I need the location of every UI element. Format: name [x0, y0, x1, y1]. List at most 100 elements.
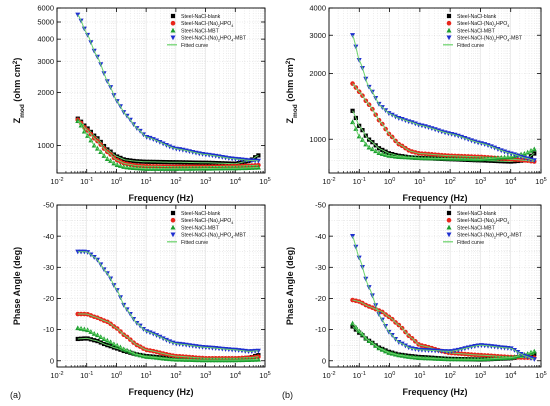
- x-axis-title: Frequency (Hz): [128, 387, 193, 397]
- data-point: [350, 119, 356, 125]
- data-point: [75, 325, 81, 331]
- legend-label: Steel-NaCl-blank: [181, 211, 221, 217]
- legend: Steel-NaCl-blankSteel-NaCl-(Na)2HPO4Stee…: [167, 210, 247, 246]
- x-tick-label: 101: [140, 371, 151, 380]
- grid: [56, 7, 265, 174]
- fitted-curve: [77, 251, 259, 352]
- y-tick-label: 4000: [37, 35, 54, 44]
- legend-swatch: [170, 232, 176, 238]
- x-tick-label: 100: [111, 177, 122, 186]
- legend-swatch: [170, 20, 176, 26]
- fitted-curve: [352, 121, 535, 160]
- data-point: [350, 324, 355, 329]
- series-3: [75, 249, 261, 355]
- y-tick-label: 2000: [37, 88, 54, 97]
- data-layer: [75, 12, 261, 171]
- x-tick-label: 102: [444, 371, 455, 380]
- fitted-curve: [77, 313, 259, 359]
- legend-label: Steel-NaCl-MBT: [457, 225, 496, 231]
- series-2: [350, 320, 537, 362]
- legend-label: Steel-NaCl-blank: [181, 14, 221, 20]
- x-tick-label: 100: [384, 177, 395, 186]
- legend-swatch: [446, 13, 452, 19]
- grid: [56, 205, 265, 367]
- legend-label: Steel-NaCl-(Na)2HPO4: [457, 21, 509, 28]
- legend-label: Steel-NaCl-(Na)2HPO4-MBT: [457, 233, 523, 240]
- legend-label: Fitted curve: [181, 43, 208, 49]
- data-layer: [350, 234, 537, 362]
- y-tick-label: 1000: [37, 141, 54, 150]
- x-tick-label: 104: [505, 371, 516, 380]
- panel-top-left: 10-2 10-1 100 101 102 103 104 105 1000 2000 3000 40…: [12, 4, 271, 203]
- legend-label: Steel-NaCl-(Na)2HPO4: [181, 218, 233, 225]
- series-1: [75, 311, 261, 361]
- data-layer: [75, 249, 261, 363]
- x-axis-title: Frequency (Hz): [402, 387, 467, 397]
- series-3: [350, 33, 537, 164]
- data-point: [531, 348, 537, 354]
- legend-label: Steel-NaCl-MBT: [457, 28, 496, 34]
- x-axis-title: Frequency (Hz): [128, 193, 193, 203]
- legend-swatch: [446, 217, 452, 223]
- panel-label-b: (b): [282, 390, 293, 400]
- legend: Steel-NaCl-blankSteel-NaCl-(Na)2HPO4Stee…: [443, 13, 523, 49]
- legend-swatch: [170, 27, 176, 33]
- legend-swatch: [446, 20, 452, 26]
- x-tick-label: 105: [259, 371, 270, 380]
- legend-label: Steel-NaCl-(Na)2HPO4-MBT: [181, 36, 247, 43]
- data-layer: [350, 33, 537, 164]
- legend-label: Steel-NaCl-(Na)2HPO4-MBT: [181, 233, 247, 240]
- x-tick-label: 105: [535, 177, 546, 186]
- data-point: [255, 164, 261, 170]
- series-1: [350, 297, 537, 360]
- y-tick-label: -10: [315, 325, 326, 334]
- legend-label: Fitted curve: [457, 43, 484, 49]
- x-tick-label: 102: [444, 177, 455, 186]
- y-tick-label: -40: [43, 232, 54, 241]
- y-tick-label: 3000: [309, 31, 326, 40]
- legend-swatch: [170, 217, 176, 223]
- y-tick-label: -30: [43, 263, 54, 272]
- legend-label: Fitted curve: [457, 240, 484, 246]
- plot-frame: [328, 7, 542, 174]
- x-tick-label: 102: [170, 371, 181, 380]
- y-axis-title: Zmod (ohm cm2): [12, 58, 26, 124]
- x-tick-label: 103: [200, 371, 211, 380]
- legend-label: Steel-NaCl-MBT: [181, 225, 220, 231]
- fitted-curve: [77, 14, 259, 162]
- x-tick-label: 103: [475, 371, 486, 380]
- y-tick-label: 1000: [309, 135, 326, 144]
- x-tick-label: 100: [111, 371, 122, 380]
- x-tick-label: 10-1: [80, 177, 93, 186]
- fitted-curve: [352, 323, 535, 360]
- y-tick-label: -10: [43, 325, 54, 334]
- y-tick-label: -50: [315, 201, 326, 210]
- x-tick-label: 104: [505, 177, 516, 186]
- x-tick-label: 10-1: [353, 177, 366, 186]
- x-tick-label: 103: [200, 177, 211, 186]
- legend-label: Steel-NaCl-(Na)2HPO4-MBT: [457, 36, 523, 43]
- fitted-curve: [77, 327, 259, 361]
- legend-label: Steel-NaCl-(Na)2HPO4: [181, 21, 233, 28]
- data-point: [531, 146, 537, 152]
- series-3: [75, 12, 261, 164]
- y-tick-label: 0: [322, 356, 326, 365]
- panel-label-a: (a): [10, 390, 21, 400]
- legend-label: Fitted curve: [181, 240, 208, 246]
- y-axis-title: Zmod (ohm cm2): [285, 58, 299, 124]
- x-tick-label: 104: [230, 177, 241, 186]
- x-tick-label: 10-2: [50, 371, 63, 380]
- y-tick-label: 0: [50, 356, 54, 365]
- legend-label: Steel-NaCl-blank: [457, 211, 497, 217]
- legend-swatch: [446, 210, 452, 216]
- data-point: [531, 158, 537, 164]
- plot-frame: [56, 204, 266, 368]
- y-axis-title: Phase Angle (deg): [12, 247, 22, 325]
- data-point: [531, 357, 537, 362]
- legend-swatch: [170, 224, 176, 230]
- legend-swatch: [170, 210, 176, 216]
- fitted-curve: [352, 35, 535, 161]
- y-tick-label: 3000: [37, 57, 54, 66]
